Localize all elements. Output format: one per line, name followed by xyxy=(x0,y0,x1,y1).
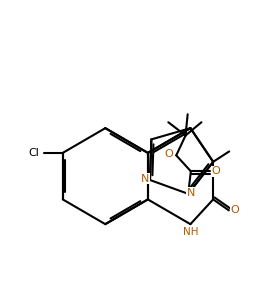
Text: N: N xyxy=(141,174,150,184)
Text: NH: NH xyxy=(183,227,199,237)
Text: O: O xyxy=(211,166,220,176)
Text: O: O xyxy=(165,149,173,158)
Text: Cl: Cl xyxy=(28,148,39,158)
Text: N: N xyxy=(187,188,195,198)
Text: O: O xyxy=(230,205,239,215)
